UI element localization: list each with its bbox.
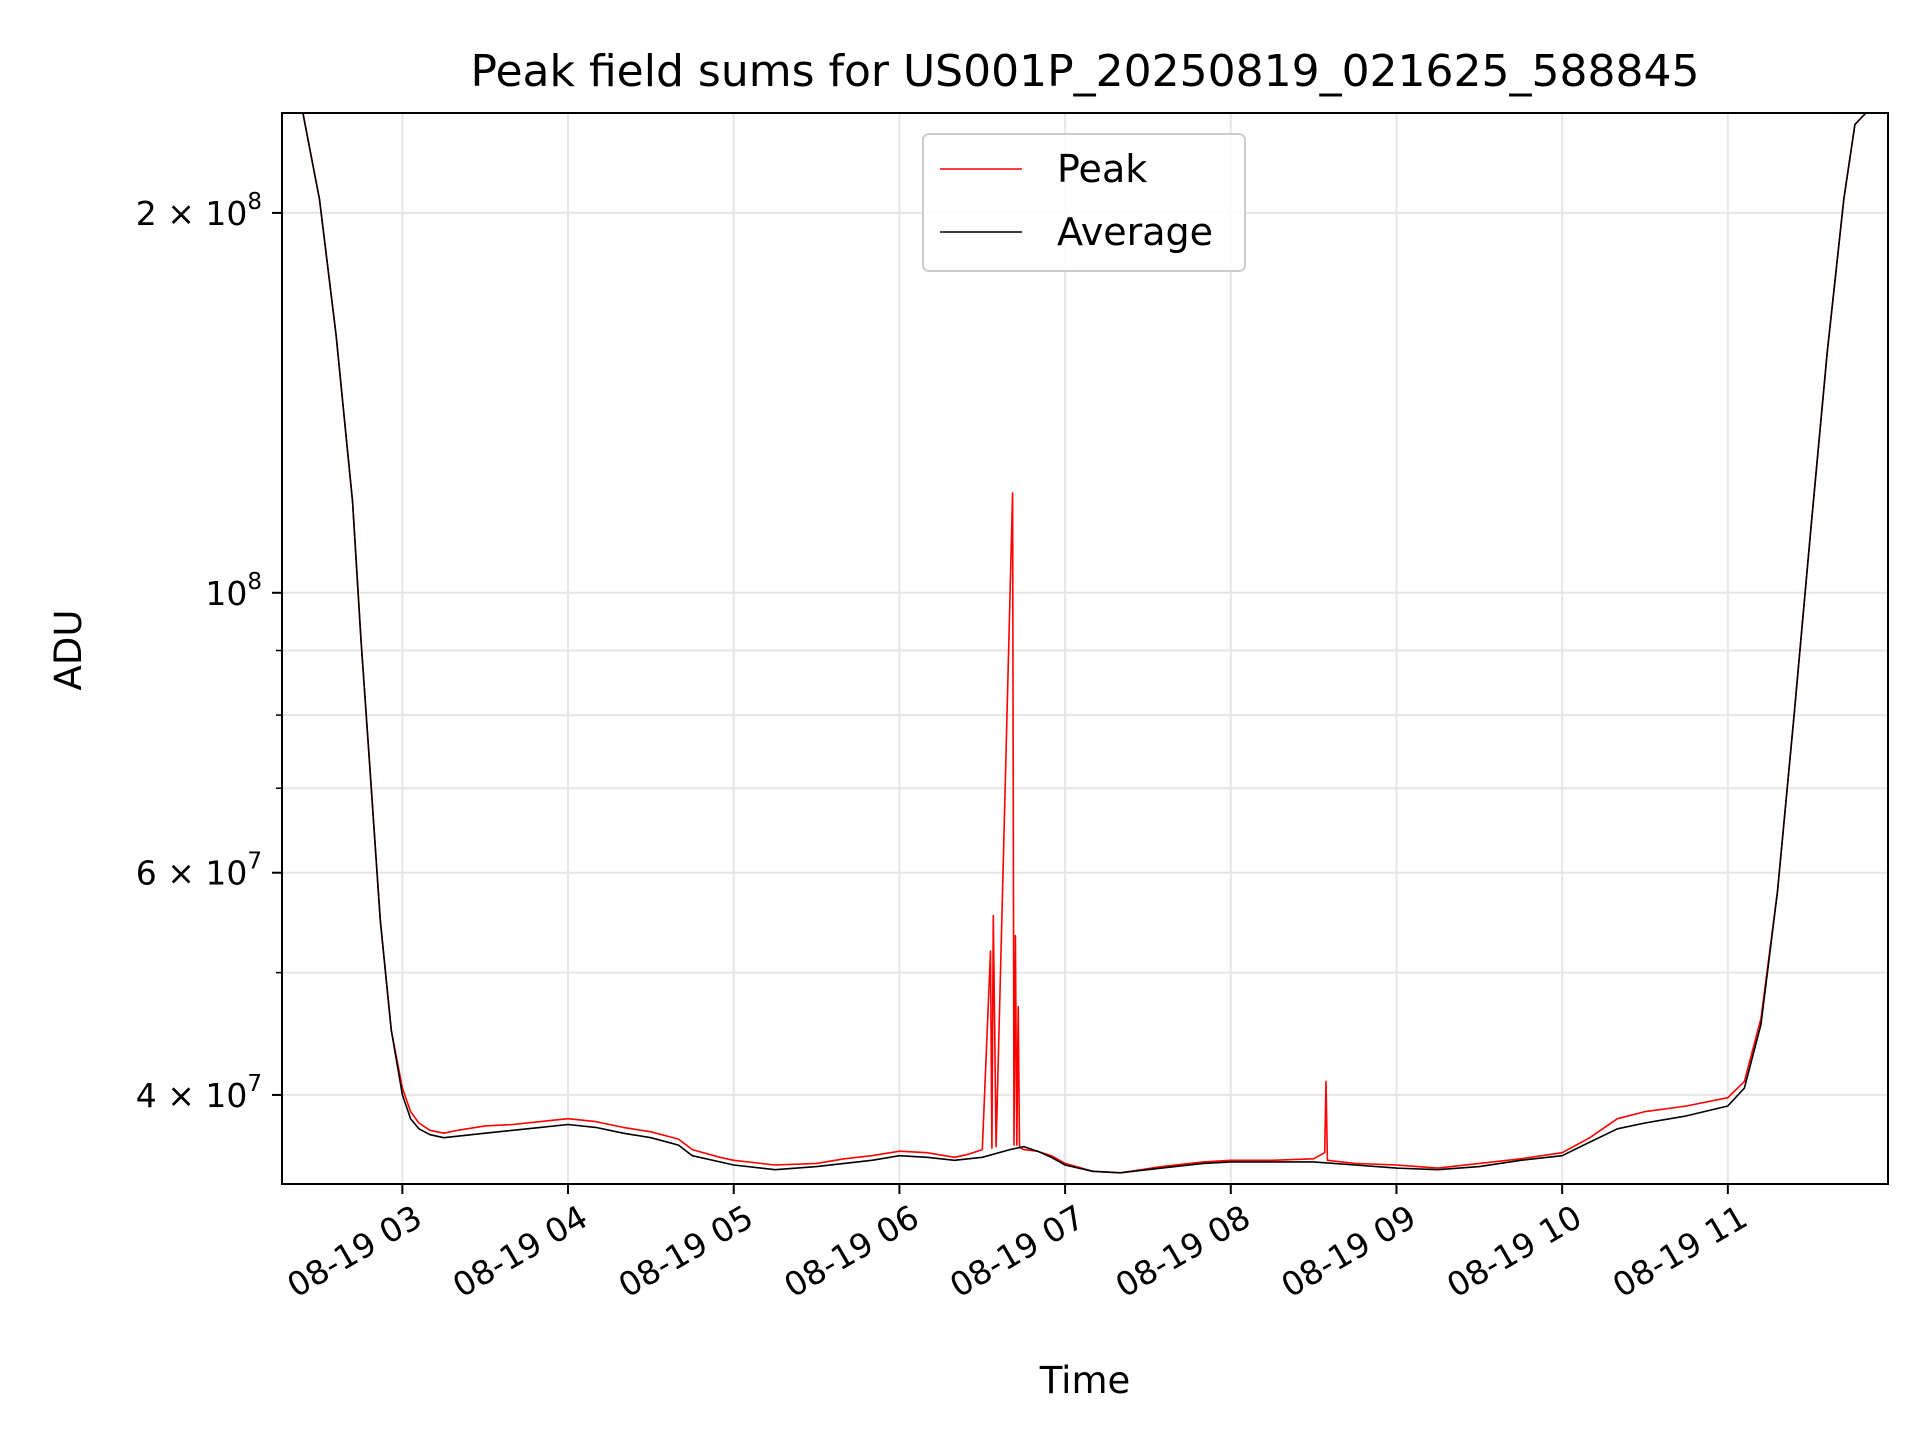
chart-title: Peak field sums for US001P_20250819_0216… [471, 46, 1700, 97]
y-tick-label: 108 [205, 569, 262, 613]
y-tick-label: 6 × 107 [136, 849, 262, 893]
legend-label-average: Average [1057, 210, 1213, 254]
legend-label-peak: Peak [1057, 147, 1147, 191]
plot-frame [281, 112, 1889, 1185]
series-line-average [282, 113, 1888, 1174]
y-axis-label: ADU [47, 610, 90, 691]
ticks [272, 211, 1729, 1194]
plot-area [282, 113, 1888, 1184]
y-tick-label: 4 × 107 [136, 1071, 262, 1115]
y-tick-labels: 4 × 107 6 × 107 108 2 × 108 [136, 189, 262, 1115]
series-layer [282, 113, 1888, 1174]
grid [282, 113, 1888, 1184]
y-tick-label: 2 × 108 [136, 189, 262, 233]
x-axis-label: Time [1039, 1359, 1131, 1402]
legend: Peak Average [922, 133, 1246, 272]
series-line-peak [282, 113, 1888, 1174]
